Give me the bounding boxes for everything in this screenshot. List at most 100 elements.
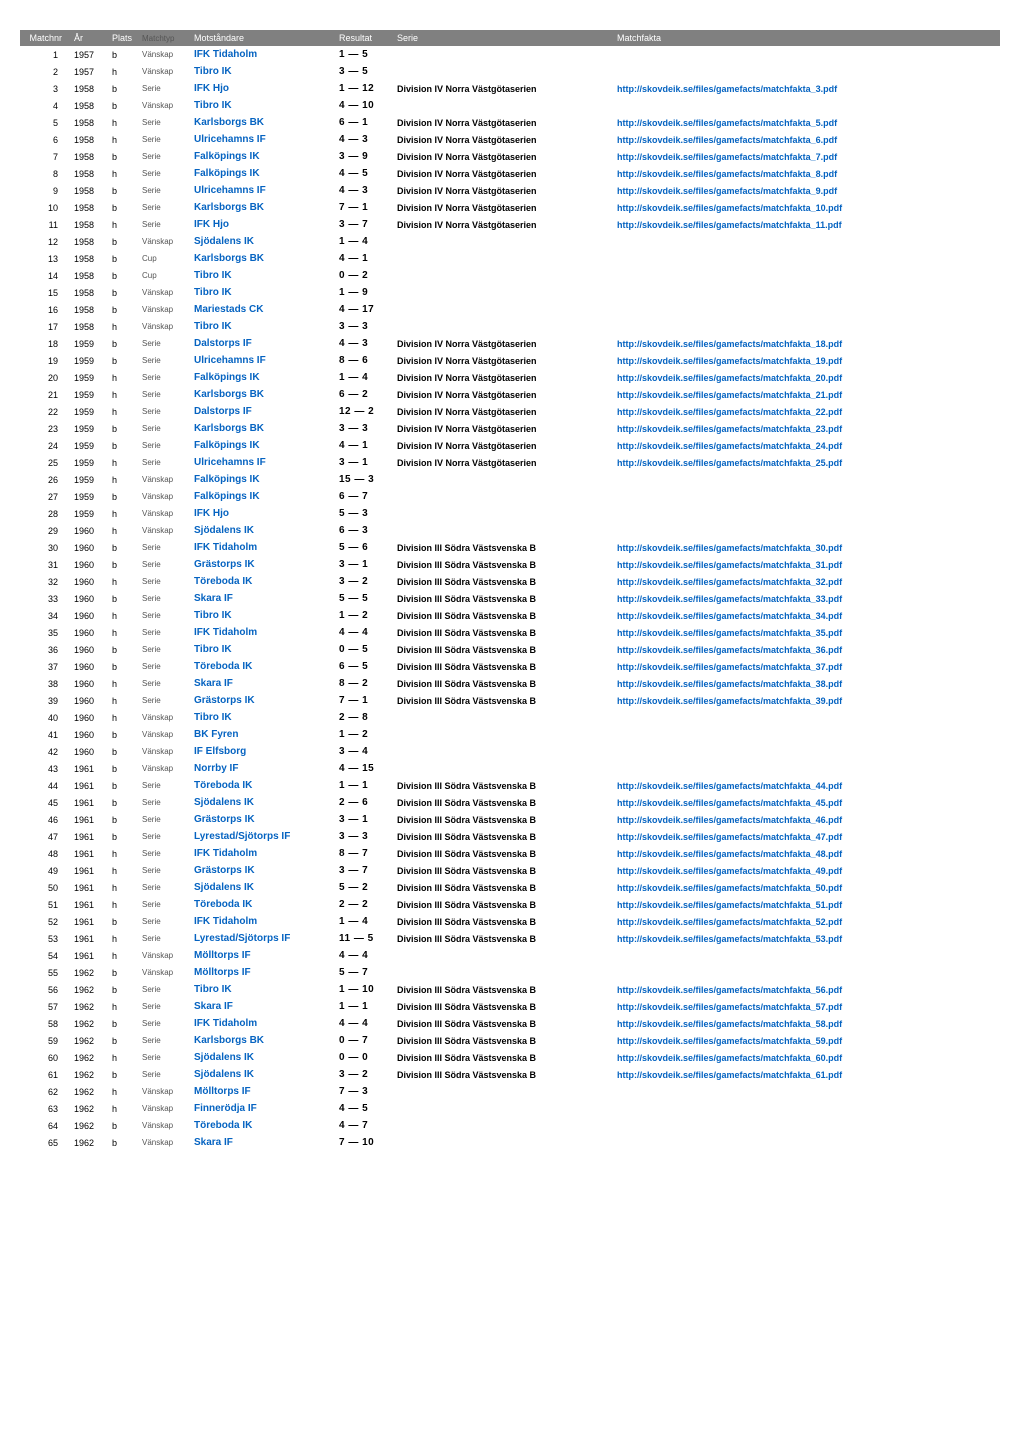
team-link[interactable]: Sjödalens IK	[194, 1069, 254, 1080]
matchfakta-link[interactable]: http://skovdeik.se/files/gamefacts/match…	[617, 832, 842, 842]
matchfakta-link[interactable]: http://skovdeik.se/files/gamefacts/match…	[617, 560, 842, 570]
matchfakta-link[interactable]: http://skovdeik.se/files/gamefacts/match…	[617, 577, 842, 587]
matchfakta-link[interactable]: http://skovdeik.se/files/gamefacts/match…	[617, 1070, 842, 1080]
matchfakta-link[interactable]: http://skovdeik.se/files/gamefacts/match…	[617, 118, 837, 128]
matchfakta-link[interactable]: http://skovdeik.se/files/gamefacts/match…	[617, 679, 842, 689]
team-link[interactable]: Norrby IF	[194, 763, 238, 774]
team-link[interactable]: Tibro IK	[194, 270, 232, 281]
team-link[interactable]: IFK Tidaholm	[194, 1018, 257, 1029]
matchfakta-link[interactable]: http://skovdeik.se/files/gamefacts/match…	[617, 798, 842, 808]
matchfakta-link[interactable]: http://skovdeik.se/files/gamefacts/match…	[617, 985, 842, 995]
matchfakta-link[interactable]: http://skovdeik.se/files/gamefacts/match…	[617, 1053, 842, 1063]
matchfakta-link[interactable]: http://skovdeik.se/files/gamefacts/match…	[617, 594, 842, 604]
matchfakta-link[interactable]: http://skovdeik.se/files/gamefacts/match…	[617, 543, 842, 553]
team-link[interactable]: Karlsborgs BK	[194, 423, 264, 434]
matchfakta-link[interactable]: http://skovdeik.se/files/gamefacts/match…	[617, 441, 842, 451]
team-link[interactable]: Sjödalens IK	[194, 236, 254, 247]
team-link[interactable]: Grästorps IK	[194, 865, 255, 876]
team-link[interactable]: Mariestads CK	[194, 304, 263, 315]
matchfakta-link[interactable]: http://skovdeik.se/files/gamefacts/match…	[617, 662, 842, 672]
matchfakta-link[interactable]: http://skovdeik.se/files/gamefacts/match…	[617, 628, 842, 638]
team-link[interactable]: Ulricehamns IF	[194, 457, 266, 468]
team-link[interactable]: IFK Hjo	[194, 219, 229, 230]
team-link[interactable]: Finnerödja IF	[194, 1103, 257, 1114]
team-link[interactable]: Tibro IK	[194, 644, 232, 655]
team-link[interactable]: Sjödalens IK	[194, 525, 254, 536]
team-link[interactable]: Töreboda IK	[194, 899, 252, 910]
matchfakta-link[interactable]: http://skovdeik.se/files/gamefacts/match…	[617, 356, 842, 366]
team-link[interactable]: Dalstorps IF	[194, 338, 252, 349]
matchfakta-link[interactable]: http://skovdeik.se/files/gamefacts/match…	[617, 866, 842, 876]
team-link[interactable]: Lyrestad/Sjötorps IF	[194, 933, 290, 944]
team-link[interactable]: Ulricehamns IF	[194, 134, 266, 145]
team-link[interactable]: IFK Hjo	[194, 508, 229, 519]
team-link[interactable]: Falköpings IK	[194, 151, 260, 162]
matchfakta-link[interactable]: http://skovdeik.se/files/gamefacts/match…	[617, 424, 842, 434]
team-link[interactable]: Karlsborgs BK	[194, 202, 264, 213]
team-link[interactable]: Skara IF	[194, 1001, 233, 1012]
team-link[interactable]: Töreboda IK	[194, 576, 252, 587]
matchfakta-link[interactable]: http://skovdeik.se/files/gamefacts/match…	[617, 152, 837, 162]
matchfakta-link[interactable]: http://skovdeik.se/files/gamefacts/match…	[617, 934, 842, 944]
team-link[interactable]: Falköpings IK	[194, 168, 260, 179]
team-link[interactable]: Grästorps IK	[194, 814, 255, 825]
matchfakta-link[interactable]: http://skovdeik.se/files/gamefacts/match…	[617, 84, 837, 94]
team-link[interactable]: Tibro IK	[194, 66, 232, 77]
team-link[interactable]: IF Elfsborg	[194, 746, 246, 757]
matchfakta-link[interactable]: http://skovdeik.se/files/gamefacts/match…	[617, 135, 837, 145]
matchfakta-link[interactable]: http://skovdeik.se/files/gamefacts/match…	[617, 849, 842, 859]
team-link[interactable]: Töreboda IK	[194, 780, 252, 791]
team-link[interactable]: IFK Tidaholm	[194, 848, 257, 859]
matchfakta-link[interactable]: http://skovdeik.se/files/gamefacts/match…	[617, 220, 842, 230]
team-link[interactable]: Skara IF	[194, 678, 233, 689]
matchfakta-link[interactable]: http://skovdeik.se/files/gamefacts/match…	[617, 900, 842, 910]
matchfakta-link[interactable]: http://skovdeik.se/files/gamefacts/match…	[617, 1036, 842, 1046]
team-link[interactable]: Falköpings IK	[194, 372, 260, 383]
team-link[interactable]: Grästorps IK	[194, 559, 255, 570]
team-link[interactable]: IFK Tidaholm	[194, 916, 257, 927]
team-link[interactable]: IFK Tidaholm	[194, 627, 257, 638]
team-link[interactable]: Sjödalens IK	[194, 1052, 254, 1063]
team-link[interactable]: Karlsborgs BK	[194, 117, 264, 128]
team-link[interactable]: Ulricehamns IF	[194, 355, 266, 366]
team-link[interactable]: Töreboda IK	[194, 661, 252, 672]
team-link[interactable]: Tibro IK	[194, 984, 232, 995]
matchfakta-link[interactable]: http://skovdeik.se/files/gamefacts/match…	[617, 339, 842, 349]
team-link[interactable]: IFK Tidaholm	[194, 542, 257, 553]
team-link[interactable]: Mölltorps IF	[194, 1086, 251, 1097]
matchfakta-link[interactable]: http://skovdeik.se/files/gamefacts/match…	[617, 390, 842, 400]
team-link[interactable]: Skara IF	[194, 1137, 233, 1148]
team-link[interactable]: Falköpings IK	[194, 440, 260, 451]
matchfakta-link[interactable]: http://skovdeik.se/files/gamefacts/match…	[617, 645, 842, 655]
matchfakta-link[interactable]: http://skovdeik.se/files/gamefacts/match…	[617, 1002, 842, 1012]
matchfakta-link[interactable]: http://skovdeik.se/files/gamefacts/match…	[617, 169, 837, 179]
team-link[interactable]: Tibro IK	[194, 712, 232, 723]
team-link[interactable]: Tibro IK	[194, 321, 232, 332]
team-link[interactable]: Töreboda IK	[194, 1120, 252, 1131]
team-link[interactable]: Ulricehamns IF	[194, 185, 266, 196]
team-link[interactable]: Mölltorps IF	[194, 967, 251, 978]
matchfakta-link[interactable]: http://skovdeik.se/files/gamefacts/match…	[617, 458, 842, 468]
matchfakta-link[interactable]: http://skovdeik.se/files/gamefacts/match…	[617, 407, 842, 417]
team-link[interactable]: IFK Hjo	[194, 83, 229, 94]
matchfakta-link[interactable]: http://skovdeik.se/files/gamefacts/match…	[617, 696, 842, 706]
matchfakta-link[interactable]: http://skovdeik.se/files/gamefacts/match…	[617, 781, 842, 791]
team-link[interactable]: BK Fyren	[194, 729, 238, 740]
team-link[interactable]: Sjödalens IK	[194, 797, 254, 808]
team-link[interactable]: Karlsborgs BK	[194, 253, 264, 264]
team-link[interactable]: Sjödalens IK	[194, 882, 254, 893]
team-link[interactable]: Tibro IK	[194, 610, 232, 621]
team-link[interactable]: Mölltorps IF	[194, 950, 251, 961]
matchfakta-link[interactable]: http://skovdeik.se/files/gamefacts/match…	[617, 815, 842, 825]
team-link[interactable]: Lyrestad/Sjötorps IF	[194, 831, 290, 842]
matchfakta-link[interactable]: http://skovdeik.se/files/gamefacts/match…	[617, 1019, 842, 1029]
team-link[interactable]: Dalstorps IF	[194, 406, 252, 417]
team-link[interactable]: Karlsborgs BK	[194, 1035, 264, 1046]
team-link[interactable]: Falköpings IK	[194, 474, 260, 485]
matchfakta-link[interactable]: http://skovdeik.se/files/gamefacts/match…	[617, 186, 837, 196]
matchfakta-link[interactable]: http://skovdeik.se/files/gamefacts/match…	[617, 917, 842, 927]
matchfakta-link[interactable]: http://skovdeik.se/files/gamefacts/match…	[617, 883, 842, 893]
matchfakta-link[interactable]: http://skovdeik.se/files/gamefacts/match…	[617, 611, 842, 621]
team-link[interactable]: Skara IF	[194, 593, 233, 604]
team-link[interactable]: Tibro IK	[194, 287, 232, 298]
